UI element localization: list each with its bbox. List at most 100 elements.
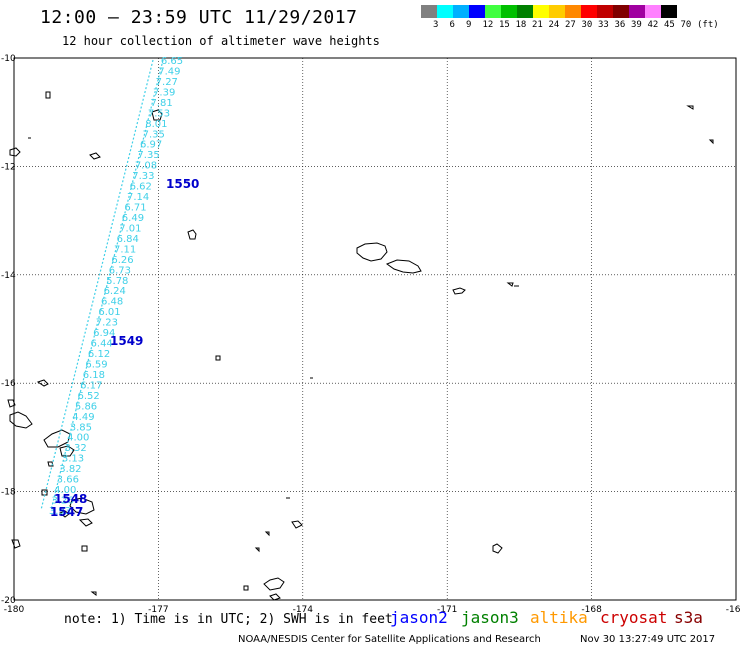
wave-height-value: 3.26 xyxy=(51,496,73,507)
wave-height-value: 6.84 xyxy=(117,234,139,245)
lat-tick-label: -18 xyxy=(1,488,16,498)
wave-height-value: 6.65 xyxy=(161,56,183,67)
island-tutuila xyxy=(452,287,466,295)
color-scale-swatch xyxy=(485,5,501,18)
wave-height-value: 7.39 xyxy=(153,87,175,98)
color-scale-swatch xyxy=(549,5,565,18)
island-niue xyxy=(492,543,503,554)
pass-number-label: 1550 xyxy=(166,177,199,191)
wave-height-value: 6.12 xyxy=(88,349,110,360)
island-upolu xyxy=(356,242,388,262)
wave-height-value: 6.01 xyxy=(98,307,120,318)
color-scale-label: 27 xyxy=(565,20,576,30)
color-scale-swatch xyxy=(517,5,533,18)
wave-height-value: 7.33 xyxy=(132,171,154,182)
color-scale-label: 3 xyxy=(433,20,439,30)
island-kadavu xyxy=(78,518,93,527)
wave-height-value: 7.35 xyxy=(137,150,159,161)
island-fiji-w4 xyxy=(41,489,48,496)
island-small-b xyxy=(506,282,514,287)
lat-tick-label: -20 xyxy=(1,596,16,606)
wave-height-value: 6.71 xyxy=(124,203,146,214)
wave-height-value: 4.00 xyxy=(67,433,89,444)
color-scale-swatch xyxy=(581,5,597,18)
island-taveuni xyxy=(59,445,75,457)
color-scale-label: 45 xyxy=(664,20,675,30)
wave-height-value: 6.52 xyxy=(78,391,100,402)
island-tonga-a xyxy=(291,520,303,529)
wave-height-value: 7.08 xyxy=(135,161,157,172)
lat-tick-label: -16 xyxy=(1,379,16,389)
island-nw-4 xyxy=(89,152,101,160)
color-scale-swatch xyxy=(469,5,485,18)
island-fiji-w2 xyxy=(36,379,49,387)
legend-s3a: s3a xyxy=(674,608,703,627)
wave-height-value: 7.01 xyxy=(119,223,141,234)
island-ne-2 xyxy=(708,139,714,145)
island-wallis xyxy=(187,229,197,240)
wave-height-value: 7.11 xyxy=(114,244,136,255)
island-tonga-f xyxy=(243,585,249,591)
credit-line: NOAA/NESDIS Center for Satellite Applica… xyxy=(238,634,541,645)
color-scale-swatch xyxy=(565,5,581,18)
track-swath-edge xyxy=(40,59,154,511)
lat-tick-label: -14 xyxy=(1,271,16,281)
footer-note: note: 1) Time is in UTC; 2) SWH is in fe… xyxy=(64,612,393,627)
legend-jason3: jason3 xyxy=(461,608,519,627)
island-tonga-d xyxy=(254,547,260,553)
wave-height-value: 6.59 xyxy=(85,359,107,370)
island-fiji-s1 xyxy=(11,539,21,549)
track-swath-edge xyxy=(50,59,164,511)
lon-tick-label: -174 xyxy=(293,605,314,615)
color-scale-label: 21 xyxy=(532,20,543,30)
color-scale-label: 18 xyxy=(515,20,527,30)
island-fiji-w3 xyxy=(47,461,54,467)
color-scale-label: 30 xyxy=(581,20,593,30)
wave-height-value: 7.14 xyxy=(127,192,149,203)
wave-height-value: 4.00 xyxy=(54,485,76,496)
island-viti-levu xyxy=(69,497,95,515)
wave-height-value: 7.81 xyxy=(150,98,172,109)
color-scale-label: 42 xyxy=(647,20,659,30)
color-scale-swatch xyxy=(629,5,645,18)
lat-tick-label: -12 xyxy=(1,162,16,172)
legend-cryosat: cryosat xyxy=(600,608,668,627)
color-scale-label: 36 xyxy=(614,20,626,30)
lon-tick-label: -165 xyxy=(726,605,740,615)
island-small-a xyxy=(151,109,163,121)
altimeter-track: 6.657.497.277.397.817.538.017.356.977.35… xyxy=(40,56,199,519)
color-scale-swatch xyxy=(533,5,549,18)
wave-height-value: 6.97 xyxy=(140,140,162,151)
island-fiji-s2 xyxy=(81,545,88,552)
wave-height-value: 5.86 xyxy=(75,401,97,412)
lon-tick-label: -177 xyxy=(148,605,168,615)
color-scale-swatch xyxy=(645,5,661,18)
color-scale-label: (ft) xyxy=(697,20,719,30)
lat-tick-label: -10 xyxy=(1,54,16,64)
lon-tick-label: -171 xyxy=(437,605,457,615)
pass-number-label: 1547 xyxy=(50,505,83,519)
lon-tick-label: -168 xyxy=(581,605,602,615)
map-grid xyxy=(14,58,736,600)
wave-height-value: 3.13 xyxy=(62,454,84,465)
legend-jason2: jason2 xyxy=(390,608,448,627)
island-tonga-e xyxy=(269,593,281,601)
wave-height-value: 3.85 xyxy=(70,422,92,433)
color-scale-label: 33 xyxy=(598,20,609,30)
pass-number-label: 1549 xyxy=(110,334,143,348)
island-fiji-w5 xyxy=(59,510,70,518)
wave-height-value: 6.26 xyxy=(111,255,133,266)
color-scale-label: 9 xyxy=(466,20,472,30)
wave-height-value: 3.93 xyxy=(49,506,71,517)
wave-height-value: 7.49 xyxy=(158,66,180,77)
color-scale-swatch xyxy=(453,5,469,18)
wave-height-value: 3.66 xyxy=(57,475,79,486)
island-ne-1 xyxy=(686,105,694,110)
island-savaii xyxy=(385,259,422,274)
color-scale-labels: 3 6 9 12 15 18 21 24 27 30 33 36 39 42 45 70 (ft) xyxy=(421,20,740,32)
island-nw-1 xyxy=(45,91,51,99)
wave-height-value: 7.27 xyxy=(156,77,178,88)
color-scale-label: 12 xyxy=(482,20,494,30)
island-tongatapu xyxy=(263,577,285,591)
